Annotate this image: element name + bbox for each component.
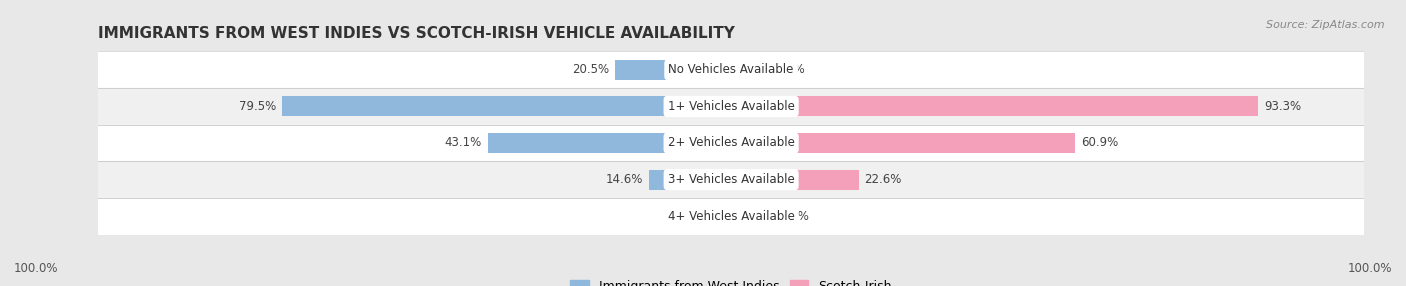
Text: No Vehicles Available: No Vehicles Available [668,63,794,76]
Text: IMMIGRANTS FROM WEST INDIES VS SCOTCH-IRISH VEHICLE AVAILABILITY: IMMIGRANTS FROM WEST INDIES VS SCOTCH-IR… [98,25,735,41]
Text: 100.0%: 100.0% [1347,262,1392,275]
Text: 93.3%: 93.3% [1264,100,1301,113]
Bar [648,170,731,190]
Bar [98,88,1364,125]
Text: 79.5%: 79.5% [239,100,277,113]
Text: 3+ Vehicles Available: 3+ Vehicles Available [668,173,794,186]
Bar [731,206,773,226]
Text: 7.4%: 7.4% [779,210,808,223]
Text: 14.6%: 14.6% [606,173,643,186]
Bar [98,161,1364,198]
Text: 43.1%: 43.1% [444,136,482,150]
Text: 60.9%: 60.9% [1081,136,1118,150]
Legend: Immigrants from West Indies, Scotch-Irish: Immigrants from West Indies, Scotch-Iris… [565,275,897,286]
Text: 4.7%: 4.7% [669,210,699,223]
Bar [488,133,731,153]
Bar [731,170,859,190]
Bar [704,206,731,226]
Bar [283,96,731,116]
Text: Source: ZipAtlas.com: Source: ZipAtlas.com [1267,20,1385,30]
Bar [98,125,1364,161]
Bar [616,60,731,80]
Text: 100.0%: 100.0% [14,262,59,275]
Bar [98,198,1364,235]
Text: 2+ Vehicles Available: 2+ Vehicles Available [668,136,794,150]
Text: 20.5%: 20.5% [572,63,610,76]
Bar [731,60,769,80]
Text: 22.6%: 22.6% [865,173,901,186]
Text: 6.8%: 6.8% [775,63,804,76]
Text: 1+ Vehicles Available: 1+ Vehicles Available [668,100,794,113]
Bar [98,51,1364,88]
Bar [731,96,1258,116]
Text: 4+ Vehicles Available: 4+ Vehicles Available [668,210,794,223]
Bar [731,133,1076,153]
